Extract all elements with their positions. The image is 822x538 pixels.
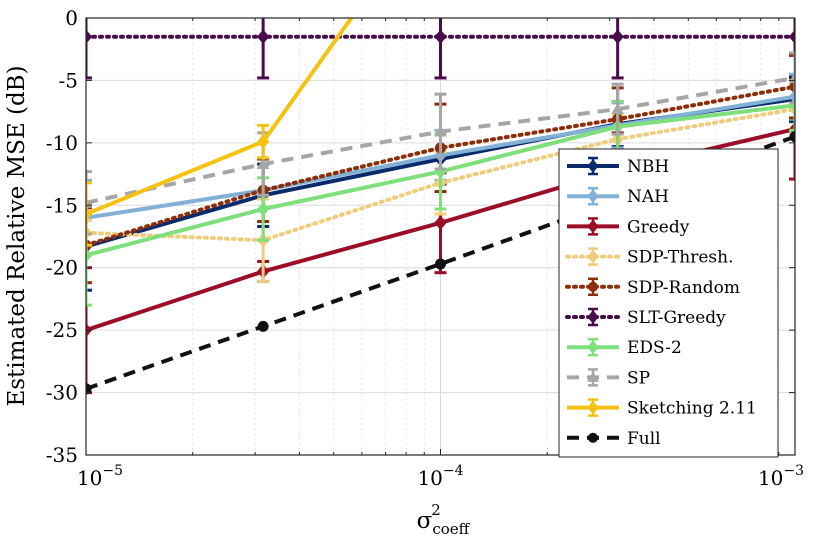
y-tick-label: -20 [46, 256, 78, 280]
legend-label: SDP-Thresh. [627, 248, 733, 268]
legend-entry: EDS-2 [567, 337, 682, 358]
y-tick-label: -10 [46, 131, 78, 155]
legend-label: SDP-Random [627, 278, 740, 298]
y-tick-label: 0 [65, 6, 78, 30]
legend-marker [587, 371, 599, 382]
legend-entry: SDP-Random [565, 277, 740, 298]
legend: NBH NAH Greedy SDP-Thresh. SDP-Random SLT-Gre… [558, 148, 779, 458]
series-sp [86, 51, 795, 236]
legend-marker [588, 281, 598, 292]
data-point [434, 29, 447, 45]
legend-label: NAH [627, 187, 669, 207]
legend-label: NBH [627, 157, 669, 177]
data-point [434, 215, 447, 231]
legend-entry: NBH [567, 156, 669, 177]
legend-entry: SDP-Thresh. [565, 247, 733, 268]
legend-marker [588, 432, 598, 443]
y-tick-label: -30 [46, 381, 78, 405]
series-sketching-2-11 [86, 18, 354, 247]
legend-label: EDS-2 [627, 338, 682, 358]
legend-label: Sketching 2.11 [627, 399, 757, 419]
legend-entry: Sketching 2.11 [567, 398, 757, 419]
data-point [256, 29, 270, 45]
legend-label: SLT-Greedy [627, 308, 726, 328]
legend-label: SP [627, 368, 650, 388]
legend-label: Full [627, 429, 661, 449]
data-point [611, 29, 624, 45]
series-slt-greedy [86, 18, 795, 80]
legend-marker [587, 340, 599, 354]
data-point [434, 125, 447, 137]
data-point [789, 131, 795, 143]
x-axis-label-sub: coeff [432, 520, 470, 538]
x-tick-label: 10−3 [758, 463, 804, 490]
legend-entry: SP [567, 368, 650, 388]
y-tick-label: -15 [46, 193, 78, 217]
legend-entry: NAH [567, 186, 669, 207]
legend-entry: SLT-Greedy [565, 307, 726, 328]
data-point [86, 29, 93, 45]
series-layer [86, 18, 795, 395]
data-point [257, 320, 269, 332]
data-point [256, 157, 270, 169]
y-tick-label: -35 [46, 443, 78, 467]
legend-marker [587, 310, 599, 324]
legend-entry: Full [567, 429, 661, 449]
data-point [86, 206, 93, 222]
data-point [256, 134, 270, 149]
legend-marker [587, 189, 599, 203]
legend-label: Greedy [627, 217, 690, 237]
y-axis-label: Estimated Relative MSE (dB) [4, 65, 30, 406]
y-tick-label: -25 [46, 318, 78, 342]
x-tick-label: 10−5 [77, 463, 123, 490]
data-point [435, 258, 446, 270]
legend-marker [587, 159, 599, 173]
legend-marker [587, 400, 599, 415]
data-point [86, 247, 93, 263]
data-point [788, 71, 795, 83]
x-tick-label: 10−4 [417, 463, 463, 490]
data-point [256, 201, 270, 217]
x-axis-label: σcoeff2 [417, 501, 471, 538]
data-point [611, 102, 624, 115]
x-axis-label-base: σ [417, 508, 433, 534]
x-axis-label-sup: 2 [431, 501, 441, 519]
legend-entry: Greedy [567, 217, 690, 237]
legend-marker [587, 249, 599, 264]
y-tick-label: -5 [59, 68, 78, 92]
data-point [86, 383, 92, 395]
legend-marker [587, 219, 599, 234]
data-point [788, 29, 795, 45]
